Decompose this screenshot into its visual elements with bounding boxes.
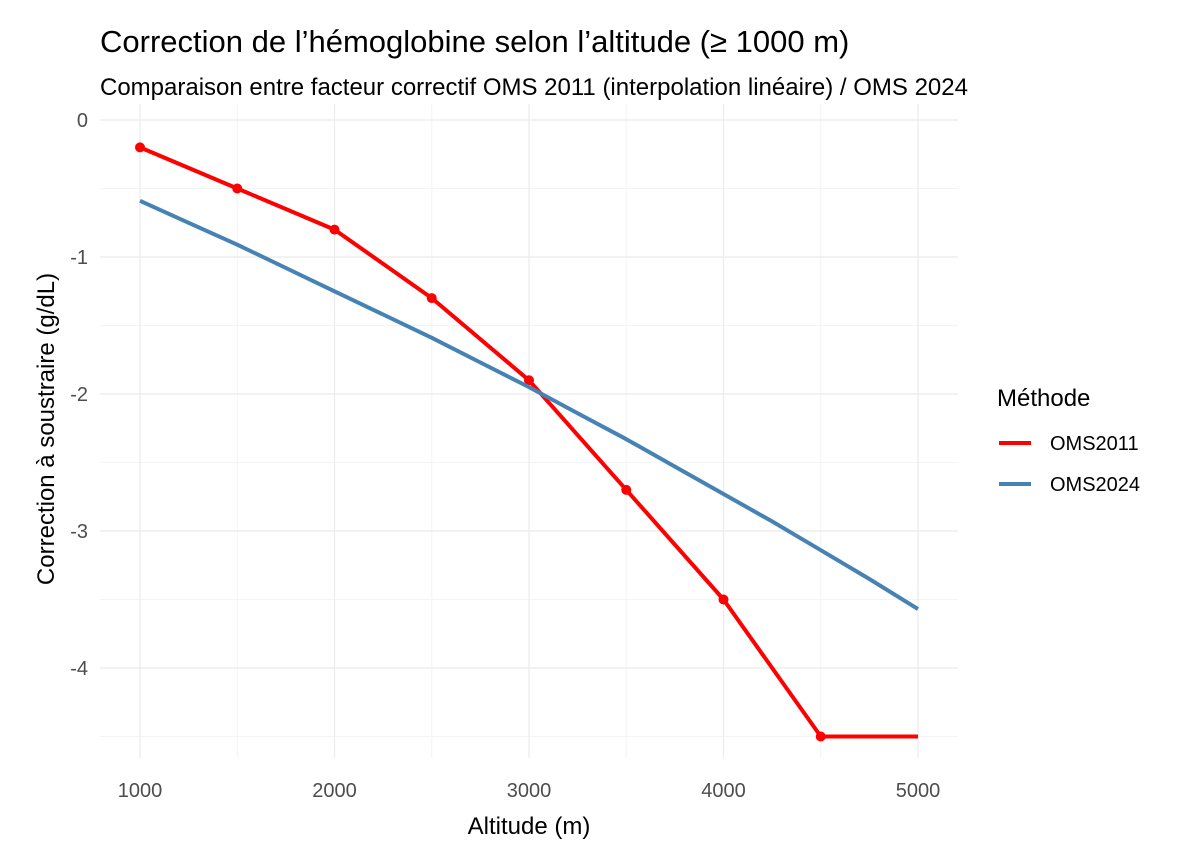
x-tick-label: 2000 [312, 780, 357, 802]
series-line-oms2024 [139, 198, 920, 611]
legend: Méthode OMS2011 OMS2024 [997, 385, 1140, 496]
legend-label-oms2011: OMS2011 [1050, 433, 1139, 455]
x-tick-label: 5000 [896, 780, 941, 802]
data-point-oms2011 [718, 594, 729, 605]
data-point-oms2011 [524, 375, 534, 386]
x-tick-label: 1000 [118, 780, 163, 802]
data-point-oms2011 [426, 293, 437, 304]
chart-subtitle: Comparaison entre facteur correctif OMS … [100, 74, 968, 101]
y-axis-title: Correction à soustraire (g/dL) [33, 273, 60, 585]
y-tick-label: -4 [70, 658, 88, 680]
data-point-oms2011 [329, 224, 340, 235]
y-axis-ticks: 0 -1 -2 -3 -4 [70, 110, 88, 680]
x-axis-ticks: 1000 2000 3000 4000 5000 [118, 780, 941, 802]
x-tick-label: 3000 [507, 780, 552, 802]
y-tick-label: 0 [77, 110, 88, 132]
y-tick-label: -1 [70, 247, 88, 269]
y-tick-label: -3 [70, 521, 88, 543]
data-point-oms2011 [135, 142, 145, 153]
legend-label-oms2024: OMS2024 [1050, 474, 1140, 496]
data-point-oms2011 [815, 731, 826, 742]
x-tick-label: 4000 [701, 780, 746, 802]
chart-title: Correction de l’hémoglobine selon l’alti… [100, 24, 850, 59]
data-point-oms2011 [621, 484, 632, 495]
legend-title: Méthode [997, 385, 1090, 412]
x-axis-title: Altitude (m) [468, 813, 591, 840]
series-layer [135, 142, 920, 742]
grid-major [100, 104, 958, 758]
y-tick-label: -2 [70, 384, 88, 406]
data-point-oms2011 [232, 183, 243, 194]
